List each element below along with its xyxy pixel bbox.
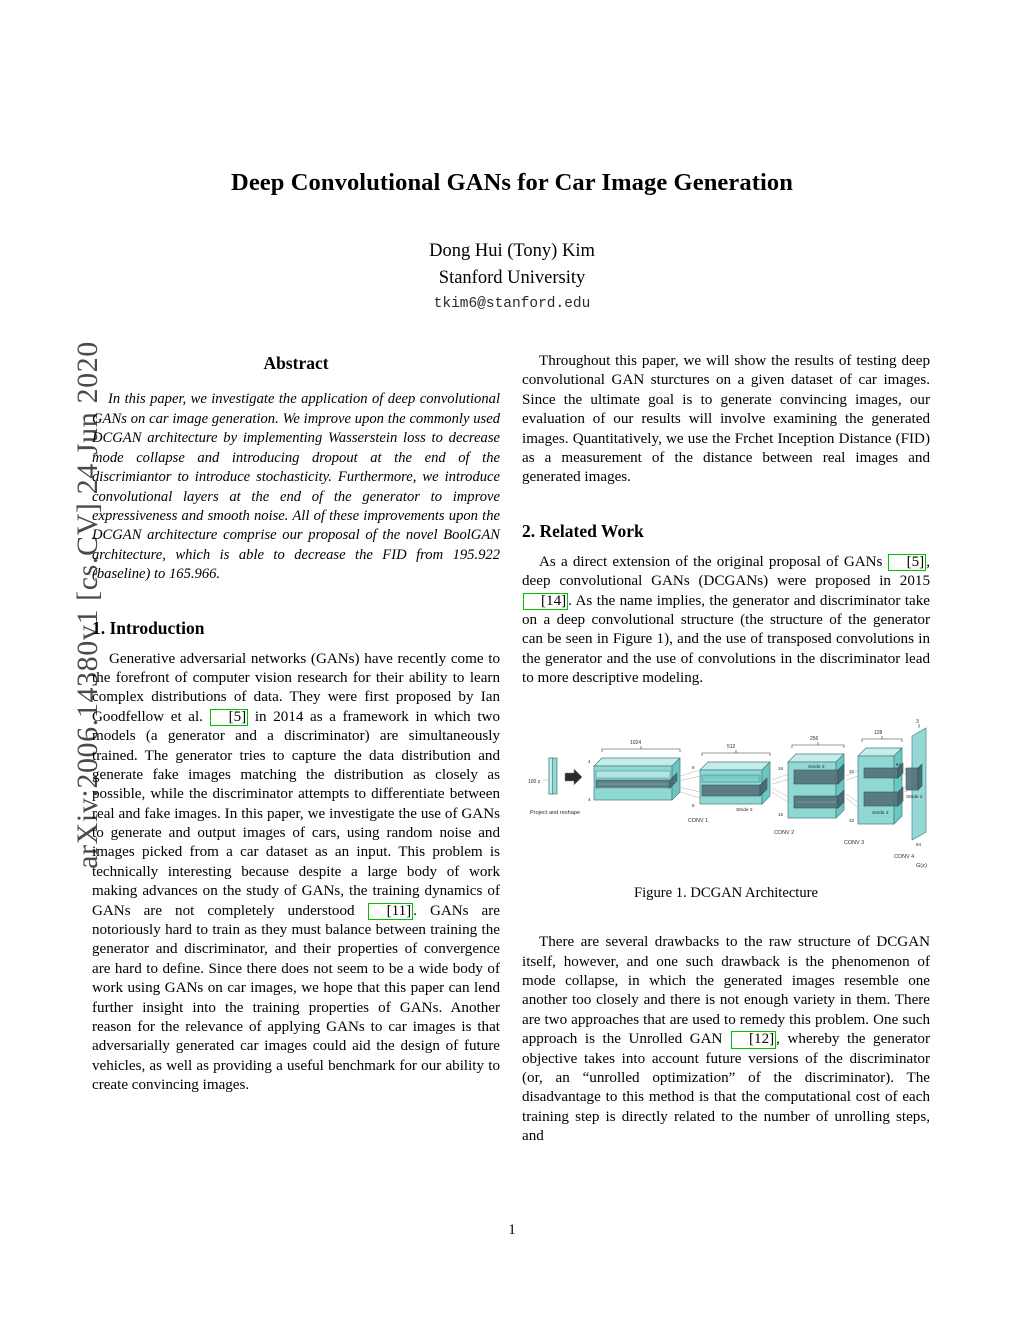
label-ch-1024: 1024 bbox=[630, 740, 641, 746]
author-email: tkim6@stanford.edu bbox=[433, 295, 591, 312]
right-column: Throughout this paper, we will show the … bbox=[522, 352, 930, 1147]
label-dim-8-top: 8 bbox=[692, 765, 695, 770]
label-ch-3: 3 bbox=[916, 719, 919, 725]
label-ch-128: 128 bbox=[874, 730, 883, 736]
author-affiliation: Stanford University bbox=[438, 267, 586, 288]
abstract-text: In this paper, we investigate the applic… bbox=[92, 391, 500, 583]
dcgan-architecture-diagram: .tl { fill:#c6ecea; stroke:#3f7e80; stro… bbox=[528, 719, 927, 868]
citation-link-14[interactable]: [14] bbox=[522, 592, 568, 610]
label-output-gz: G(z) bbox=[916, 863, 927, 868]
label-input-z: 100 z bbox=[528, 779, 541, 785]
section-heading-related-work: 2. Related Work bbox=[522, 520, 644, 541]
label-dim-8-bottom: 8 bbox=[692, 803, 695, 808]
citation-link-5[interactable]: [5] bbox=[210, 708, 248, 727]
author-name: Dong Hui (Tony) Kim bbox=[429, 241, 595, 261]
label-ch-512: 512 bbox=[727, 744, 736, 750]
page-number: 1 bbox=[508, 1222, 516, 1238]
rw-text-c: . As the name implies, the generator and… bbox=[522, 592, 930, 687]
rw-text-b: , deep convolutional GANs (DCGANs) were … bbox=[522, 553, 930, 590]
section-heading-introduction: 1. Introduction bbox=[92, 617, 205, 638]
citation-link-11[interactable]: [11] bbox=[368, 902, 413, 921]
citation-link-12[interactable]: [12] bbox=[730, 1031, 776, 1049]
author-block: Dong Hui (Tony) Kim Stanford University … bbox=[0, 238, 1024, 316]
label-dim-32-top: 32 bbox=[849, 769, 855, 774]
label-dim-4-top: 4 bbox=[588, 759, 591, 764]
title-block: Deep Convolutional GANs for Car Image Ge… bbox=[0, 168, 1024, 199]
abstract-heading: Abstract bbox=[263, 353, 329, 373]
label-stride-2-a: Stride 2 bbox=[736, 807, 753, 813]
related-work-paragraph-1: As a direct extension of the original pr… bbox=[522, 553, 930, 689]
label-conv-2: CONV 2 bbox=[774, 830, 794, 836]
label-ch-256: 256 bbox=[810, 736, 819, 742]
label-conv-4: CONV 4 bbox=[894, 854, 914, 860]
figure-1-caption: Figure 1. DCGAN Architecture bbox=[633, 885, 818, 902]
label-dim-32-bottom: 32 bbox=[849, 818, 855, 823]
intro-text-a: Generative adversarial networks (GANs) h… bbox=[92, 650, 500, 725]
label-dim-64-top: 64 bbox=[896, 762, 902, 767]
label-stride-2-c: Stride 2 bbox=[872, 810, 889, 816]
label-dim-4-bottom: 4 bbox=[588, 797, 591, 802]
introduction-paragraph: Generative adversarial networks (GANs) h… bbox=[92, 650, 500, 1096]
label-conv-1: CONV 1 bbox=[688, 818, 708, 824]
label-dim-16-bottom: 16 bbox=[778, 812, 784, 817]
related-work-paragraph-2: There are several drawbacks to the raw s… bbox=[522, 933, 930, 1146]
abstract-body: In this paper, we investigate the applic… bbox=[92, 390, 500, 584]
label-dim-64-bottom: 64 bbox=[916, 842, 922, 847]
figure-1-canvas: .tl { fill:#c6ecea; stroke:#3f7e80; stro… bbox=[522, 718, 930, 869]
label-conv-3: CONV 3 bbox=[844, 840, 864, 846]
intro-right-text: Throughout this paper, we will show the … bbox=[522, 353, 930, 486]
rw2-text-b: , whereby the generator objective takes … bbox=[522, 1031, 931, 1145]
left-column: Abstract In this paper, we investigate t… bbox=[92, 352, 500, 1096]
label-stride-2-b: Stride 2 bbox=[808, 764, 825, 770]
label-dim-16-top: 16 bbox=[778, 766, 784, 771]
figure-1: .tl { fill:#c6ecea; stroke:#3f7e80; stro… bbox=[522, 718, 930, 903]
intro-text-c: . GANs are notoriously hard to train as … bbox=[92, 902, 500, 1094]
page-title: Deep Convolutional GANs for Car Image Ge… bbox=[231, 169, 793, 196]
label-project-reshape: Project and reshape bbox=[530, 810, 580, 816]
label-stride-2-d: Stride 2 bbox=[906, 794, 923, 800]
citation-link-5-related[interactable]: [5] bbox=[888, 553, 926, 572]
rw-text-a: As a direct extension of the original pr… bbox=[539, 553, 888, 570]
rw2-text-a: There are several drawbacks to the raw s… bbox=[522, 934, 930, 1048]
intro-text-b: in 2014 as a framework in which two mode… bbox=[92, 708, 501, 919]
intro-right-paragraph: Throughout this paper, we will show the … bbox=[522, 352, 930, 488]
